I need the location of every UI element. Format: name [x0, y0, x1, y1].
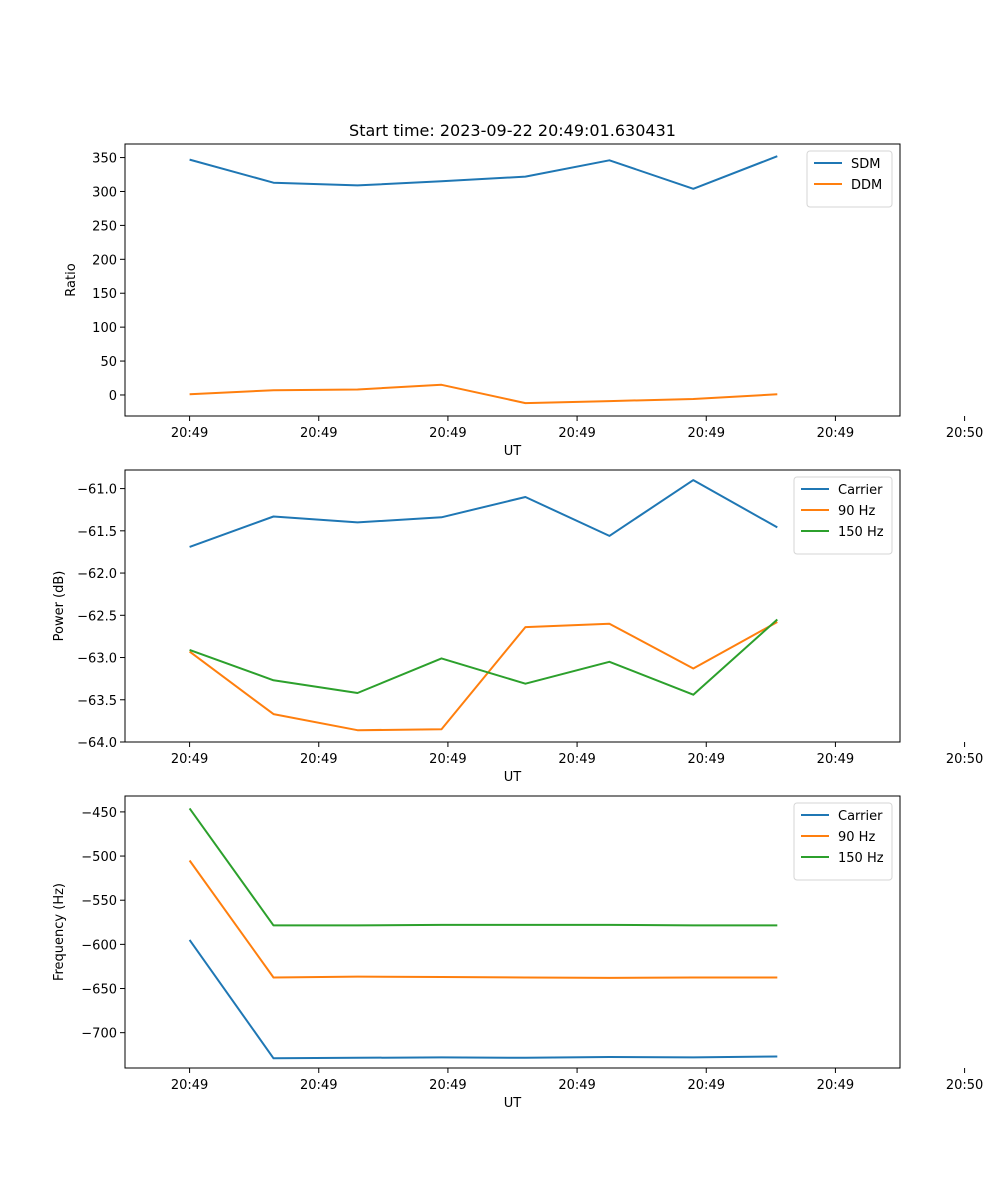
legend-label: 90 Hz — [838, 830, 875, 845]
y-tick-label: −700 — [81, 1027, 117, 1042]
y-tick-label: −550 — [81, 894, 117, 909]
x-tick-label: 20:49 — [688, 752, 725, 767]
x-axis-label: UT — [504, 770, 522, 785]
series-line-carrier — [189, 479, 778, 548]
y-tick-label: 100 — [92, 321, 117, 336]
x-tick-label: 20:49 — [300, 426, 337, 441]
x-tick-label: 20:49 — [171, 1078, 208, 1093]
x-tick-label: 20:49 — [558, 752, 595, 767]
x-tick-label: 20:49 — [300, 752, 337, 767]
y-tick-label: 300 — [92, 185, 117, 200]
legend-label: 90 Hz — [838, 504, 875, 519]
x-tick-label: 20:49 — [300, 1078, 337, 1093]
series-line-90-hz — [189, 621, 778, 732]
y-tick-label: 250 — [92, 219, 117, 234]
x-tick-label: 20:49 — [429, 1078, 466, 1093]
y-tick-label: −600 — [81, 938, 117, 953]
x-tick-label: 20:49 — [429, 426, 466, 441]
y-axis-label: Frequency (Hz) — [52, 883, 67, 981]
series-line-carrier — [188, 939, 778, 1060]
x-tick-label: 20:49 — [171, 752, 208, 767]
y-tick-label: 150 — [92, 287, 117, 302]
y-axis-label: Ratio — [64, 263, 79, 296]
legend: Carrier 90 Hz 150 Hz — [793, 476, 893, 555]
series-line-ddm — [189, 383, 778, 405]
y-tick-label: 200 — [92, 253, 117, 268]
series-line-150-hz — [188, 807, 778, 927]
series-line-sdm — [189, 155, 778, 190]
x-tick-label: 20:49 — [558, 426, 595, 441]
x-tick-label: 20:49 — [429, 752, 466, 767]
legend-box — [806, 150, 893, 208]
plot-frame — [124, 795, 901, 1069]
plot-frame — [124, 143, 901, 417]
y-tick-label: −63.0 — [77, 652, 117, 667]
chart-panel-3: 20:49 20:49 20:49 20:49 20:49 20:49 20:50 −700 −… — [52, 795, 983, 1111]
x-axis-label: UT — [504, 444, 522, 459]
x-axis-label: UT — [504, 1096, 522, 1111]
y-tick-label: 0 — [109, 389, 117, 404]
legend: Carrier 90 Hz 150 Hz — [793, 802, 893, 881]
chart-panel-2: 20:49 20:49 20:49 20:49 20:49 20:49 20:50 −64.0… — [52, 469, 983, 785]
x-tick-label: 20:50 — [946, 752, 983, 767]
x-tick-label: 20:50 — [946, 1078, 983, 1093]
legend-label: 150 Hz — [838, 851, 884, 866]
legend-label: DDM — [851, 178, 882, 193]
y-tick-label: −64.0 — [77, 736, 117, 751]
y-tick-label: −62.5 — [77, 609, 117, 624]
legend-box — [793, 476, 893, 555]
y-tick-label: −650 — [81, 983, 117, 998]
legend: SDM DDM — [806, 150, 893, 208]
y-tick-label: −63.5 — [77, 694, 117, 709]
y-tick-label: −61.5 — [77, 525, 117, 540]
legend-box — [793, 802, 893, 881]
y-tick-label: −500 — [81, 850, 117, 865]
x-tick-label: 20:49 — [817, 1078, 854, 1093]
x-tick-label: 20:49 — [688, 1078, 725, 1093]
chart-title: Start time: 2023-09-22 20:49:01.630431 — [349, 121, 676, 140]
x-tick-label: 20:49 — [817, 426, 854, 441]
y-tick-label: 350 — [92, 152, 117, 167]
legend-label: 150 Hz — [838, 525, 884, 540]
y-axis-label: Power (dB) — [52, 571, 67, 642]
x-tick-label: 20:50 — [946, 426, 983, 441]
y-tick-label: −450 — [81, 806, 117, 821]
x-tick-label: 20:49 — [688, 426, 725, 441]
y-tick-label: 50 — [100, 355, 117, 370]
legend-label: SDM — [851, 157, 880, 172]
series-line-90-hz — [188, 859, 778, 979]
y-tick-label: −62.0 — [77, 567, 117, 582]
chart-panel-1: 20:49 20:49 20:49 20:49 20:49 20:49 20:50 0 50 10… — [64, 121, 983, 459]
legend-label: Carrier — [838, 809, 883, 824]
x-tick-label: 20:49 — [171, 426, 208, 441]
y-tick-label: −61.0 — [77, 483, 117, 498]
plot-frame — [124, 469, 901, 743]
x-tick-label: 20:49 — [817, 752, 854, 767]
x-tick-label: 20:49 — [558, 1078, 595, 1093]
legend-label: Carrier — [838, 483, 883, 498]
series-line-150-hz — [189, 618, 778, 696]
